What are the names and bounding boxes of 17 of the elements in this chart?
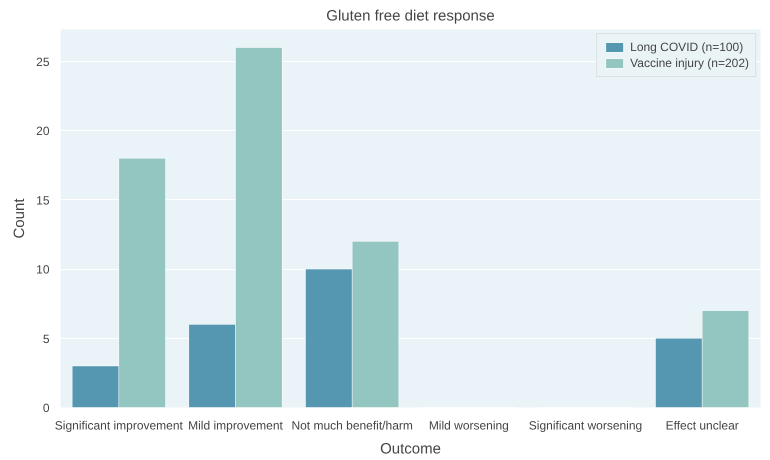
- x-axis-title: Outcome: [380, 440, 441, 458]
- chart-title: Gluten free diet response: [326, 8, 495, 24]
- y-tick-label: 15: [36, 193, 50, 208]
- y-tick-label: 5: [42, 332, 50, 346]
- y-axis-title: Count: [11, 198, 28, 239]
- y-tick-label: 10: [36, 262, 50, 277]
- y-tick-label: 0: [42, 401, 50, 415]
- legend-label: Vaccine injury (n=202): [630, 56, 749, 70]
- y-tick-label: 25: [36, 54, 50, 69]
- x-tick-label: Effect unclear: [666, 418, 739, 432]
- y-tick-label: 20: [36, 124, 50, 138]
- x-tick-label: Not much benefit/harm: [291, 418, 413, 432]
- x-tick-label: Mild improvement: [188, 418, 284, 432]
- x-tick-label: Mild worsening: [428, 418, 509, 432]
- x-tick-label: Significant worsening: [528, 418, 642, 432]
- x-tick-label: Significant improvement: [54, 418, 184, 432]
- legend-label: Long COVID (n=100): [630, 40, 744, 54]
